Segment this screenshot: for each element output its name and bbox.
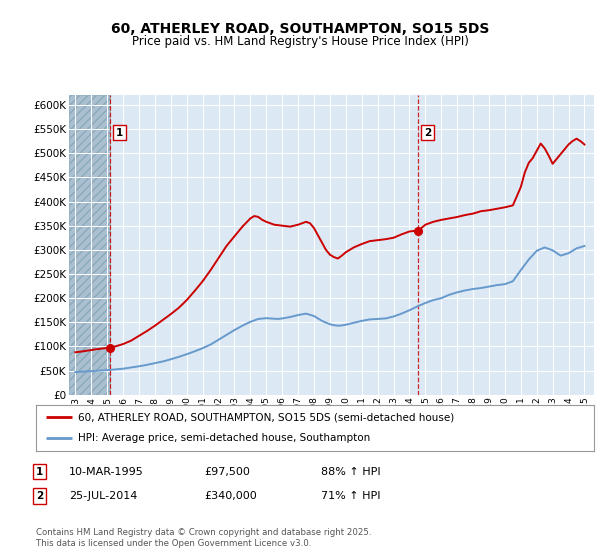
- Text: 2: 2: [424, 128, 431, 138]
- Text: HPI: Average price, semi-detached house, Southampton: HPI: Average price, semi-detached house,…: [78, 433, 370, 444]
- Text: 1: 1: [36, 466, 43, 477]
- Text: 25-JUL-2014: 25-JUL-2014: [69, 491, 137, 501]
- Text: 1: 1: [116, 128, 123, 138]
- Text: 10-MAR-1995: 10-MAR-1995: [69, 466, 144, 477]
- Bar: [69, 95, 110, 395]
- Text: 2: 2: [36, 491, 43, 501]
- Text: £97,500: £97,500: [204, 466, 250, 477]
- Text: Contains HM Land Registry data © Crown copyright and database right 2025.
This d: Contains HM Land Registry data © Crown c…: [36, 528, 371, 548]
- Text: 60, ATHERLEY ROAD, SOUTHAMPTON, SO15 5DS (semi-detached house): 60, ATHERLEY ROAD, SOUTHAMPTON, SO15 5DS…: [78, 412, 454, 422]
- Text: 60, ATHERLEY ROAD, SOUTHAMPTON, SO15 5DS: 60, ATHERLEY ROAD, SOUTHAMPTON, SO15 5DS: [111, 22, 489, 36]
- Text: 88% ↑ HPI: 88% ↑ HPI: [321, 466, 380, 477]
- Text: 71% ↑ HPI: 71% ↑ HPI: [321, 491, 380, 501]
- Text: £340,000: £340,000: [204, 491, 257, 501]
- Text: Price paid vs. HM Land Registry's House Price Index (HPI): Price paid vs. HM Land Registry's House …: [131, 35, 469, 48]
